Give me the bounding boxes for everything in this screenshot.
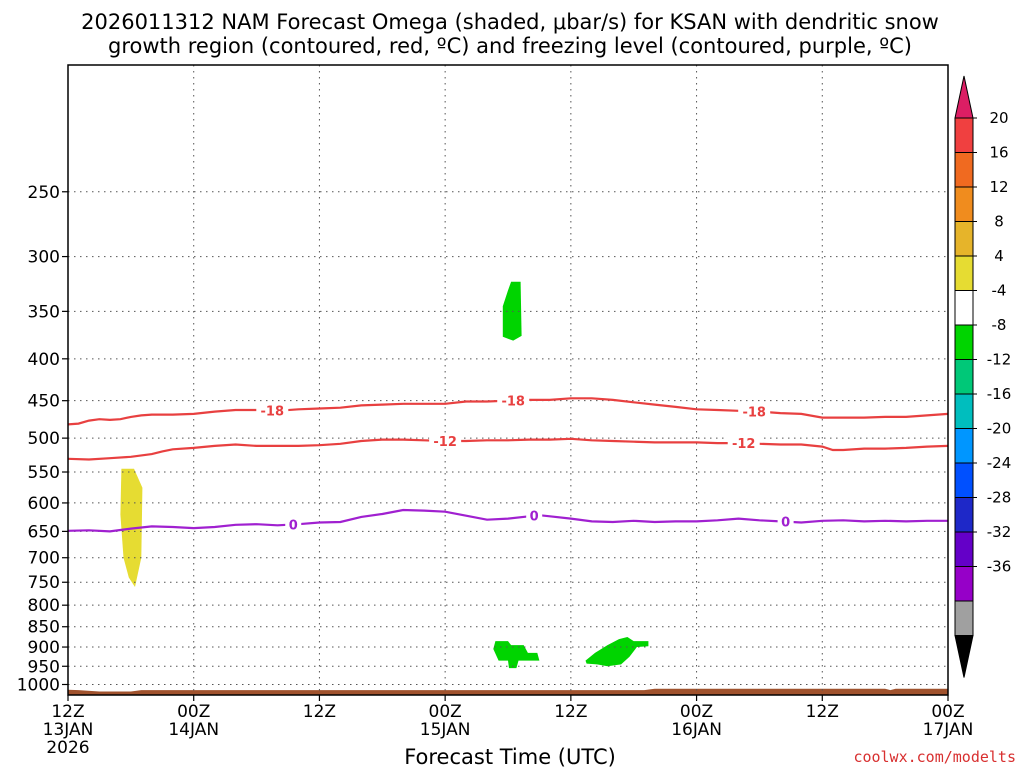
contour-label-bg	[777, 513, 794, 530]
y-tick-label-850: 850	[28, 618, 60, 638]
colorbar-label-4: 8	[994, 213, 1004, 231]
y-tick-label-900: 900	[28, 638, 60, 658]
colorbar-swatch-14	[954, 566, 974, 602]
x-tick-label-0-2: 13JAN	[43, 720, 94, 740]
plot-frame	[67, 64, 949, 696]
omega-region-3	[493, 641, 540, 669]
colorbar-label-14: -36	[987, 558, 1012, 576]
contours: -18 -18 -18 -12 -12 0 0 0	[67, 392, 949, 533]
contour-line-2	[67, 437, 949, 461]
colorbar-label-9: -16	[987, 385, 1012, 403]
x-tick-label-12-2: 14JAN	[168, 720, 219, 740]
credit-text: coolwx.com/modelts	[853, 748, 1016, 766]
contour-label-bg	[497, 392, 530, 409]
y-tick-label-800: 800	[28, 596, 60, 616]
contour-label-1-2: -18	[501, 394, 525, 409]
y-tick-label-450: 450	[28, 392, 60, 412]
y-tick-label-1000: 1000	[17, 675, 60, 695]
colorbar-swatch-6	[954, 290, 974, 326]
x-tick-label-36-1: 00Z	[429, 702, 462, 722]
x-tick-label-0-1: 12Z	[51, 702, 84, 722]
y-tick-label-300: 300	[28, 248, 60, 268]
colorbar-swatch-4	[954, 221, 974, 257]
colorbar-label-12: -28	[987, 489, 1012, 507]
colorbar-label-3: 12	[989, 178, 1008, 196]
y-tick-label-750: 750	[28, 573, 60, 593]
x-tick-label-0-3: 2026	[46, 738, 89, 758]
contour-label-3-3: 0	[781, 516, 790, 531]
colorbar-label-5: 4	[994, 247, 1004, 265]
colorbar-top-arrow	[954, 75, 974, 119]
x-axis-label: Forecast Time (UTC)	[404, 745, 616, 768]
y-tick-label-250: 250	[28, 183, 60, 203]
colorbar-swatch-15	[954, 600, 974, 636]
y-tick-label-550: 550	[28, 463, 60, 483]
colorbar-label-7: -8	[992, 316, 1007, 334]
contour-label-3-2: 0	[530, 510, 539, 525]
colorbar-swatch-3	[954, 186, 974, 222]
contour-label-1-3: -18	[742, 405, 766, 420]
colorbar-swatch-7	[954, 324, 974, 360]
x-tick-label-84-2: 17JAN	[923, 720, 974, 740]
contour-label-bg	[285, 516, 302, 533]
chart-title-line2: growth region (contoured, red, ºC) and f…	[108, 34, 912, 58]
colorbar-label-2: 16	[989, 144, 1008, 162]
colorbar-label-8: -12	[987, 351, 1012, 369]
x-tick-label-84-1: 00Z	[931, 702, 964, 722]
contour-label-bg	[526, 507, 543, 524]
colorbar-swatch-5	[954, 255, 974, 291]
x-tick-label-72-1: 12Z	[806, 702, 839, 722]
colorbar-swatch-13	[954, 531, 974, 567]
terrain-band	[68, 688, 948, 695]
y-tick-label-950: 950	[28, 657, 60, 677]
colorbar-label-11: -24	[987, 454, 1012, 472]
contour-label-bg	[727, 435, 760, 452]
contour-label-bg	[256, 402, 289, 419]
contour-label-1-1: -18	[261, 405, 285, 420]
contour-line-1	[67, 397, 949, 426]
colorbar-swatch-2	[954, 152, 974, 188]
colorbar-swatch-10	[954, 428, 974, 464]
colorbar-swatch-12	[954, 497, 974, 533]
y-tick-label-600: 600	[28, 494, 60, 514]
contour-label-2-2: -12	[732, 437, 756, 452]
x-tick-label-12-1: 00Z	[177, 702, 210, 722]
colorbar-swatch-11	[954, 462, 974, 498]
colorbar-label-10: -20	[987, 420, 1012, 438]
colorbar-swatch-9	[954, 393, 974, 429]
x-tick-label-60-2: 16JAN	[671, 720, 722, 740]
x-tick-label-24-1: 12Z	[303, 702, 336, 722]
contour-label-bg	[429, 432, 462, 449]
y-tick-label-650: 650	[28, 522, 60, 542]
contour-line-3	[67, 508, 948, 533]
y-tick-label-350: 350	[28, 302, 60, 322]
y-axis: 2503003504004505005506006507007508008509…	[17, 183, 68, 695]
colorbar: 20 16 12 8 4 -4 -8 -12 -16 -20 -24 -28 -32 -36	[954, 75, 1012, 678]
colorbar-bottom-arrow	[954, 635, 974, 678]
x-tick-label-60-1: 00Z	[680, 702, 713, 722]
y-tick-label-500: 500	[28, 429, 60, 449]
colorbar-label-6: -4	[992, 282, 1007, 300]
colorbar-swatch-1	[954, 117, 974, 153]
colorbar-label-1: 20	[989, 109, 1008, 127]
x-tick-label-48-1: 12Z	[554, 702, 587, 722]
colorbar-swatch-8	[954, 359, 974, 395]
chart-title-line1: 2026011312 NAM Forecast Omega (shaded, μ…	[81, 10, 939, 34]
x-tick-label-36-2: 15JAN	[420, 720, 471, 740]
y-tick-label-700: 700	[28, 549, 60, 569]
y-tick-label-400: 400	[28, 350, 60, 370]
plot-area	[68, 281, 948, 695]
omega-region-4	[585, 637, 649, 667]
colorbar-label-13: -32	[987, 523, 1012, 541]
contour-label-3-1: 0	[289, 518, 298, 533]
grid	[68, 65, 948, 695]
contour-label-bg	[738, 403, 771, 420]
contour-label-2-1: -12	[433, 435, 457, 450]
